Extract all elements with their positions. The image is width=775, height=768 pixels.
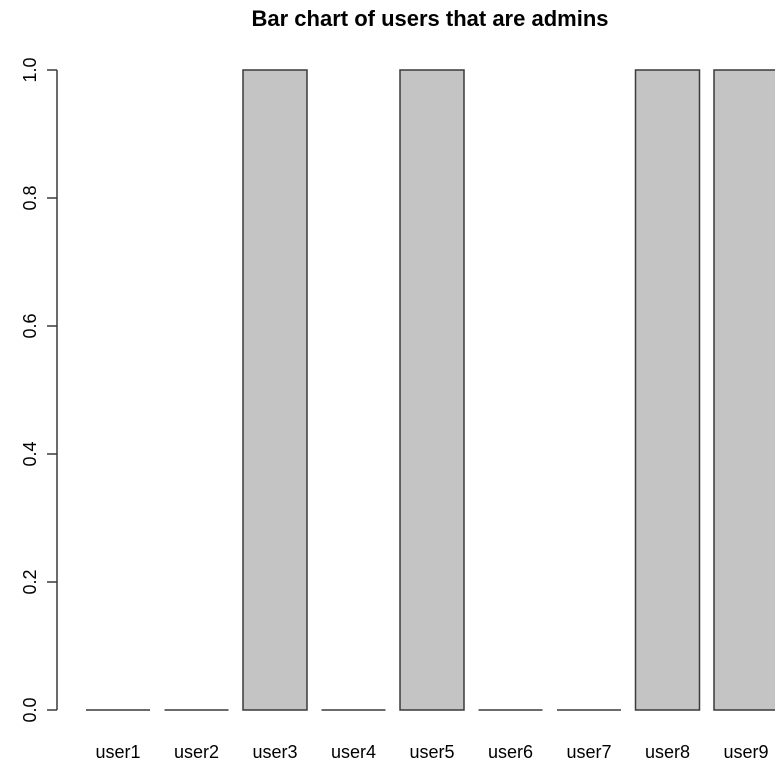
y-tick-label: 1.0 bbox=[20, 57, 40, 82]
y-axis: 0.0 0.2 0.4 0.6 0.8 1.0 bbox=[20, 57, 58, 723]
y-tick-label: 0.2 bbox=[20, 569, 40, 594]
x-category-label: user6 bbox=[488, 742, 533, 762]
x-category-label: user2 bbox=[174, 742, 219, 762]
bar-user9 bbox=[713, 69, 775, 711]
chart-title: Bar chart of users that are admins bbox=[251, 6, 608, 31]
bar-user3 bbox=[242, 69, 308, 711]
y-tick-label: 0.8 bbox=[20, 185, 40, 210]
x-category-label: user3 bbox=[252, 742, 297, 762]
y-tick-label: 0.0 bbox=[20, 697, 40, 722]
bars-group bbox=[86, 69, 775, 711]
x-category-label: user7 bbox=[566, 742, 611, 762]
y-tick-label: 0.6 bbox=[20, 313, 40, 338]
y-tick-label: 0.4 bbox=[20, 441, 40, 466]
x-category-label: user4 bbox=[331, 742, 376, 762]
x-category-label: user9 bbox=[723, 742, 768, 762]
x-axis-labels: user1 user2 user3 user4 user5 user6 user7 user8… bbox=[95, 742, 768, 762]
x-category-label: user8 bbox=[645, 742, 690, 762]
bar-user8 bbox=[634, 69, 701, 711]
x-category-label: user5 bbox=[409, 742, 454, 762]
x-category-label: user1 bbox=[95, 742, 140, 762]
bar-user5 bbox=[399, 69, 465, 711]
